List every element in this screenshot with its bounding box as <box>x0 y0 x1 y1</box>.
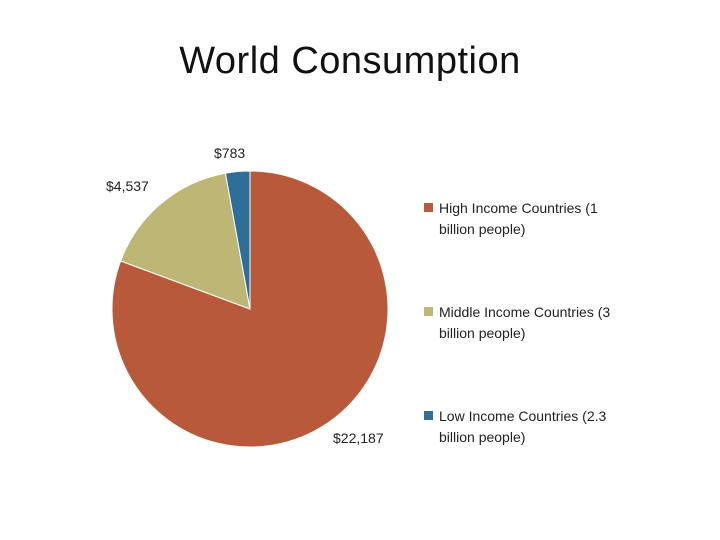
legend-swatch-low-income <box>424 411 433 420</box>
data-label-middle-income: $4,537 <box>106 178 149 194</box>
pie-slices <box>111 170 389 448</box>
pie-data-labels: $22,187 $4,537 $783 <box>106 145 384 446</box>
legend-label-low-income: Low Income Countries (2.3 billion people… <box>439 408 607 445</box>
slide-title: World Consumption <box>179 40 521 82</box>
chart-legend: High Income Countries (1 billion people)… <box>424 0 624 540</box>
slice-high-income <box>111 170 389 448</box>
slice-low-income <box>224 170 251 310</box>
data-label-high-income: $22,187 <box>333 430 384 446</box>
legend-swatch-high-income <box>424 203 433 212</box>
legend-label-high-income: High Income Countries (1 billion people) <box>439 200 598 237</box>
legend-swatch-middle-income <box>424 307 433 316</box>
data-label-low-income: $783 <box>214 145 245 161</box>
legend-label-middle-income: Middle Income Countries (3 billion peopl… <box>439 304 611 341</box>
slice-middle-income <box>119 172 251 310</box>
